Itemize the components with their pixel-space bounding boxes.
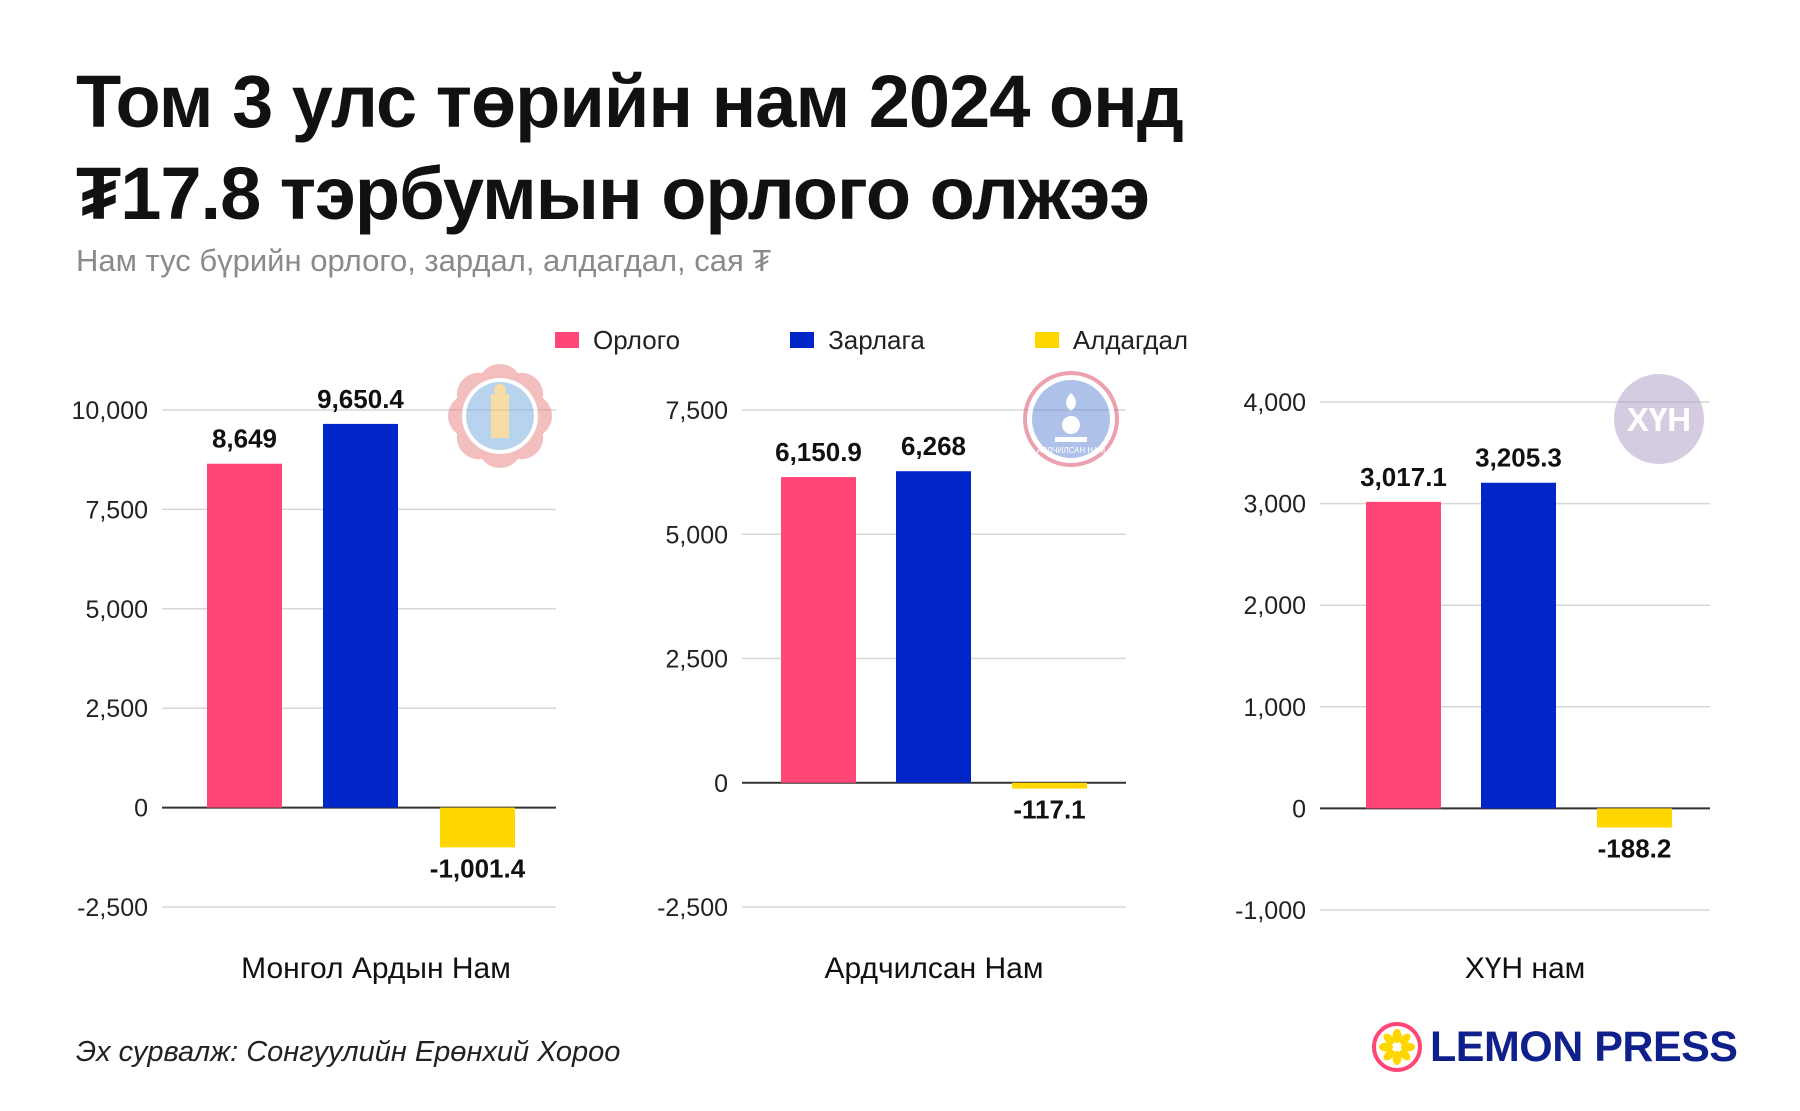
legend-item-loss: Алдагдал [1034,324,1189,356]
category-label: ХҮН нам [1465,952,1586,985]
legend-swatch-income [555,332,579,348]
legend-label-expense: Зарлага [828,324,925,355]
chart-panel-2: 7,500 5,000 2,500 0 -2,500 6,150.9 6,268 -117.1… [657,371,1126,985]
data-label-loss: -188.2 [1598,834,1672,864]
democratic-party-emblem-icon: АРДЧИЛСАН НАМ [1023,371,1119,467]
brand-logo: LEMON PRESS [1372,1022,1738,1072]
data-label-loss: -1,001.4 [430,853,526,883]
y-tick-label: 1,000 [1243,694,1306,722]
title-line-1: Том 3 улс төрийн нам 2024 онд [76,60,1184,143]
y-tick-label: -2,500 [657,894,728,922]
y-tick-label: 5,000 [665,521,728,549]
bar-income [1366,501,1441,809]
legend-item-income: Орлого [555,325,680,356]
brand-name: LEMON PRESS [1430,1022,1738,1071]
legend-item-expense: Зарлага [790,325,925,356]
y-tick-label: -2,500 [77,894,148,922]
y-tick-label: 0 [714,770,728,798]
y-tick-label: 4,000 [1243,389,1306,417]
y-tick-label: 3,000 [1243,491,1306,519]
data-label-expense: 3,205.3 [1475,443,1562,473]
bar-expense [1481,482,1556,809]
category-label: Монгол Ардын Нам [241,952,511,985]
legend: Орлого Зарлага Алдагдал [555,322,1188,358]
y-tick-label: -1,000 [1235,897,1306,925]
lemon-icon [1372,1022,1422,1072]
y-tick-label: 5,000 [85,596,148,624]
y-tick-label: 0 [134,795,148,823]
title-line-2: ₮17.8 тэрбумын орлого олжээ [76,152,1150,235]
bar-expense [896,471,971,783]
category-label: Ардчилсан Нам [825,952,1044,985]
logo-text: АРДЧИЛСАН НАМ [1037,446,1106,455]
mpp-party-emblem-icon [448,364,552,468]
chart-subtitle: Нам тус бүрийн орлого, зардал, алдагдал,… [76,243,772,278]
bar-loss [1597,808,1672,828]
source-note: Эх сурвалж: Сонгуулийн Ерөнхий Хороо [76,1036,621,1068]
data-label-expense: 6,268 [901,431,966,461]
y-tick-label: 2,500 [85,695,148,723]
chart-panel-1: 10,000 7,500 5,000 2,500 0 -2,500 8,649 9,650.4… [72,364,556,985]
chart-panel-3: 4,000 3,000 2,000 1,000 0 -1,000 3,017.1 3,205.… [1235,374,1710,985]
bar-loss [1012,782,1087,789]
bar-income [781,477,856,783]
y-tick-label: 7,500 [665,397,728,425]
legend-label-income: Орлого [593,324,681,355]
bar-income [207,463,282,808]
data-label-income: 3,017.1 [1360,462,1447,492]
y-tick-label: 0 [1292,795,1306,823]
legend-swatch-loss [1034,332,1059,348]
legend-label-loss: Алдагдал [1072,324,1189,355]
y-tick-label: 7,500 [85,496,148,524]
bar-expense [323,423,398,808]
bar-loss [440,807,515,848]
logo-text: ХҮН [1627,401,1691,438]
data-label-income: 6,150.9 [775,437,862,467]
y-tick-label: 10,000 [72,397,148,425]
hun-party-emblem-icon: ХҮН [1614,374,1704,464]
data-label-loss: -117.1 [1013,795,1085,825]
legend-swatch-expense [790,332,815,348]
y-tick-label: 2,000 [1243,592,1306,620]
data-label-expense: 9,650.4 [317,384,404,414]
chart-title: Том 3 улс төрийн нам 2024 онд ₮17.8 тэрб… [76,56,1184,240]
y-tick-label: 2,500 [665,646,728,674]
data-label-income: 8,649 [212,424,277,454]
